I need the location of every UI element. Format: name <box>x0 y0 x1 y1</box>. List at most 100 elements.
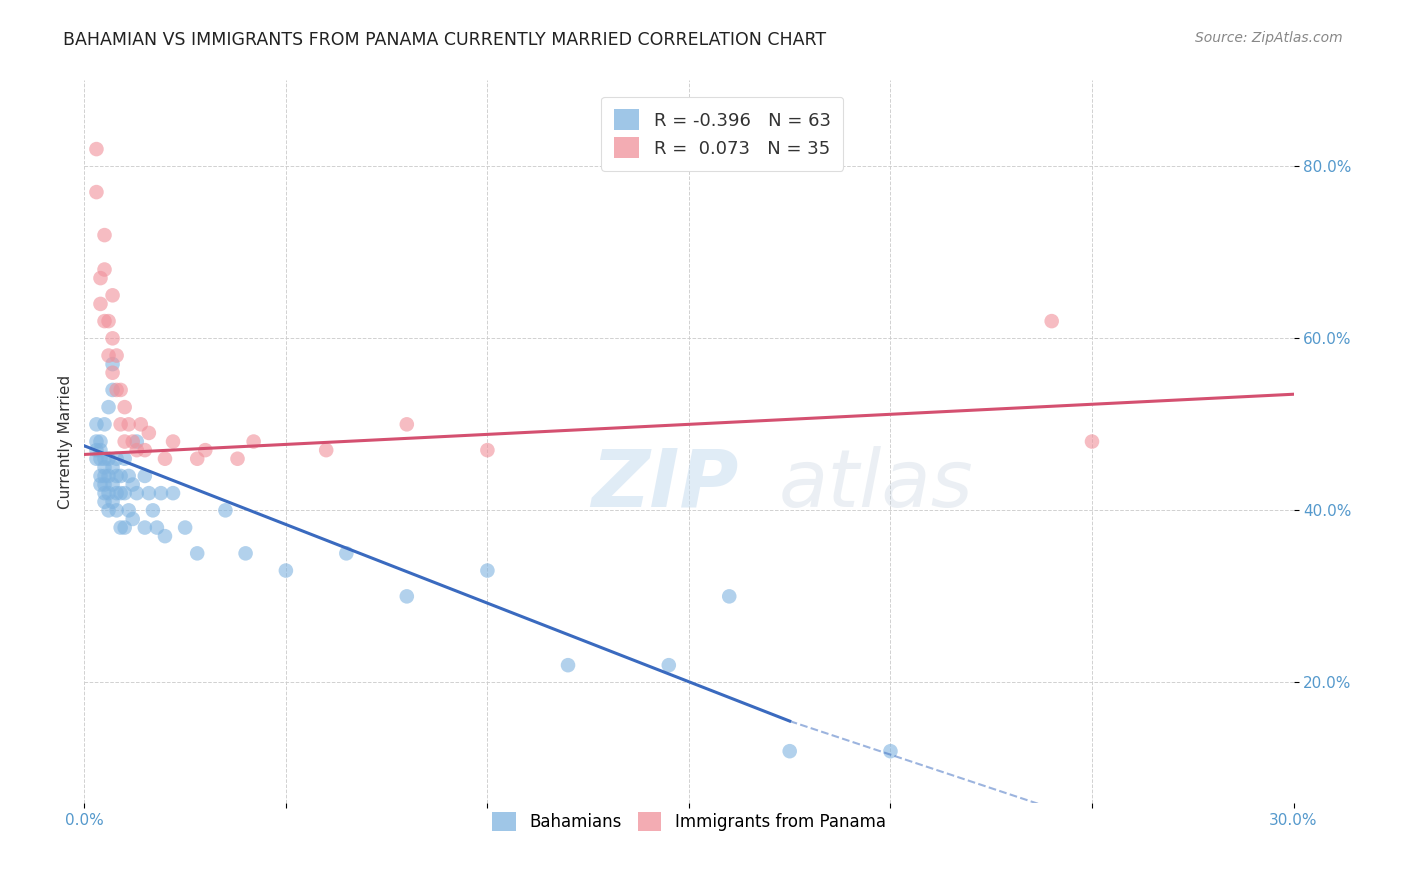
Point <box>101 383 124 397</box>
Point <box>779 744 801 758</box>
Point <box>101 494 124 508</box>
Point <box>105 503 128 517</box>
Point <box>89 271 111 285</box>
Point <box>86 185 108 199</box>
Point <box>93 417 115 432</box>
Point <box>134 520 156 534</box>
Point <box>101 357 124 371</box>
Point <box>186 546 208 560</box>
Point <box>1081 434 1104 449</box>
Point <box>93 477 115 491</box>
Y-axis label: Currently Married: Currently Married <box>58 375 73 508</box>
Point <box>105 486 128 500</box>
Point <box>89 469 111 483</box>
Point <box>114 486 136 500</box>
Text: Source: ZipAtlas.com: Source: ZipAtlas.com <box>1195 31 1343 45</box>
Point <box>93 460 115 475</box>
Point <box>125 443 148 458</box>
Point <box>125 434 148 449</box>
Point <box>86 417 108 432</box>
Point <box>557 658 579 673</box>
Point <box>315 443 337 458</box>
Point <box>86 451 108 466</box>
Point <box>86 443 108 458</box>
Point <box>110 520 132 534</box>
Point <box>118 469 141 483</box>
Point <box>97 486 120 500</box>
Point <box>97 349 120 363</box>
Point <box>395 417 418 432</box>
Point <box>86 142 108 156</box>
Point <box>138 486 160 500</box>
Point <box>274 564 297 578</box>
Point <box>93 486 115 500</box>
Point <box>101 288 124 302</box>
Point <box>121 477 143 491</box>
Point <box>114 400 136 414</box>
Text: ZIP: ZIP <box>591 446 738 524</box>
Point <box>101 331 124 345</box>
Point <box>105 383 128 397</box>
Point <box>658 658 681 673</box>
Point <box>110 469 132 483</box>
Point <box>477 443 499 458</box>
Point <box>138 425 160 440</box>
Point <box>97 451 120 466</box>
Legend: Bahamians, Immigrants from Panama: Bahamians, Immigrants from Panama <box>485 805 893 838</box>
Point <box>114 451 136 466</box>
Point <box>110 383 132 397</box>
Point <box>101 460 124 475</box>
Point <box>162 486 184 500</box>
Point <box>118 417 141 432</box>
Point <box>146 520 169 534</box>
Point <box>93 262 115 277</box>
Point <box>1040 314 1063 328</box>
Point <box>214 503 236 517</box>
Point <box>134 443 156 458</box>
Point <box>718 590 741 604</box>
Text: BAHAMIAN VS IMMIGRANTS FROM PANAMA CURRENTLY MARRIED CORRELATION CHART: BAHAMIAN VS IMMIGRANTS FROM PANAMA CURRE… <box>63 31 827 49</box>
Point <box>93 469 115 483</box>
Point <box>89 443 111 458</box>
Point <box>89 297 111 311</box>
Point <box>129 417 152 432</box>
Point <box>101 366 124 380</box>
Point <box>114 434 136 449</box>
Point <box>162 434 184 449</box>
Point <box>153 529 176 543</box>
Point <box>93 314 115 328</box>
Point <box>174 520 197 534</box>
Point <box>89 434 111 449</box>
Point <box>121 512 143 526</box>
Point <box>114 520 136 534</box>
Point <box>118 503 141 517</box>
Point <box>89 477 111 491</box>
Point <box>125 486 148 500</box>
Point <box>93 451 115 466</box>
Point <box>97 469 120 483</box>
Point <box>477 564 499 578</box>
Point <box>242 434 264 449</box>
Point <box>235 546 257 560</box>
Point <box>105 451 128 466</box>
Point <box>105 349 128 363</box>
Point <box>395 590 418 604</box>
Point <box>101 477 124 491</box>
Point <box>110 417 132 432</box>
Point <box>149 486 172 500</box>
Point <box>186 451 208 466</box>
Point <box>194 443 217 458</box>
Point <box>93 228 115 243</box>
Point <box>86 434 108 449</box>
Point <box>879 744 901 758</box>
Point <box>121 434 143 449</box>
Point <box>335 546 357 560</box>
Text: atlas: atlas <box>779 446 974 524</box>
Point <box>142 503 165 517</box>
Point <box>105 469 128 483</box>
Point <box>93 494 115 508</box>
Point <box>97 314 120 328</box>
Point <box>110 486 132 500</box>
Point <box>97 503 120 517</box>
Point <box>226 451 249 466</box>
